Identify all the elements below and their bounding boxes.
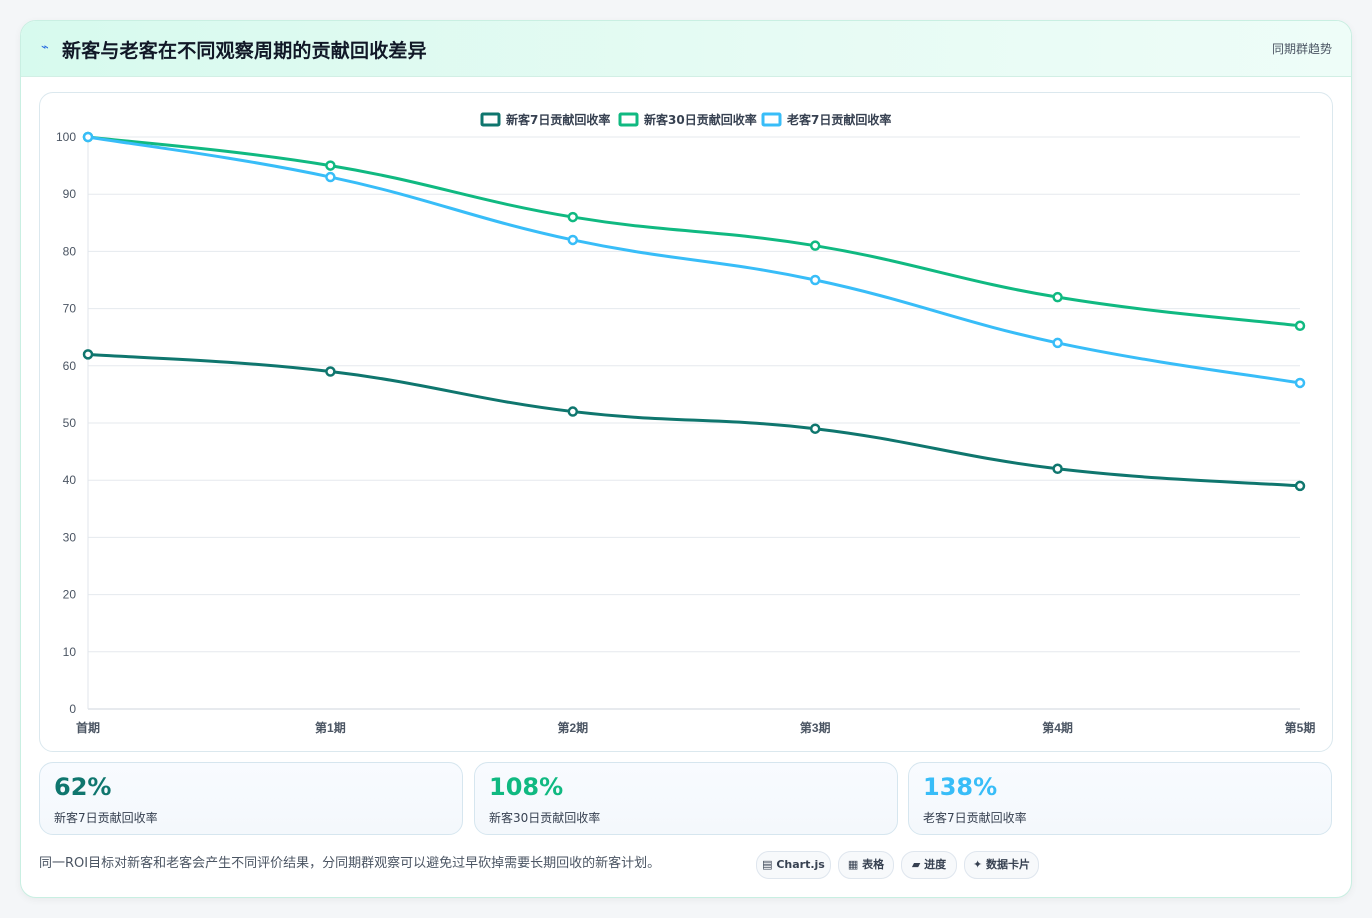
sparkle-icon: ⌁ [41, 40, 49, 55]
y-tick-label: 70 [63, 302, 77, 316]
legend-swatch [618, 112, 639, 127]
y-tick-label: 90 [63, 187, 77, 201]
x-tick-label: 首期 [76, 720, 100, 735]
data-point [1294, 480, 1306, 492]
card-title: 新客与老客在不同观察周期的贡献回收差异 [62, 40, 427, 62]
chip-progress[interactable]: ▰ 进度 [901, 851, 957, 879]
data-point [809, 274, 821, 286]
legend-label: 老客7日贡献回收率 [787, 112, 891, 127]
legend-label: 新客7日贡献回收率 [506, 112, 610, 127]
kpi-card-new7: 62% 新客7日贡献回收率 [39, 762, 463, 835]
y-tick-label: 40 [63, 473, 77, 487]
chip-data-card[interactable]: ✦ 数据卡片 [964, 851, 1039, 879]
y-tick-label: 80 [63, 244, 77, 258]
series-line-2 [87, 135, 1301, 385]
data-point [809, 423, 821, 434]
footer-note: 同一ROI目标对新客和老客会产生不同评价结果，分同期群观察可以避免过早砍掉需要长… [39, 856, 661, 871]
legend-label: 新客30日贡献回收率 [644, 112, 757, 127]
y-tick-label: 0 [69, 702, 76, 716]
chip-table[interactable]: ▦ 表格 [838, 851, 894, 879]
header-badge: 同期群趋势 [1271, 42, 1332, 56]
data-point [1294, 377, 1306, 389]
data-point [1052, 291, 1063, 303]
x-tick-label: 第1期 [315, 720, 346, 735]
kpi-value: 62% [54, 773, 112, 801]
data-point [567, 406, 579, 417]
data-point [82, 131, 94, 143]
x-tick-label: 第2期 [557, 720, 588, 735]
data-point [567, 211, 579, 223]
data-point [325, 171, 336, 183]
kpi-value: 138% [923, 773, 998, 801]
data-point [1052, 337, 1063, 349]
data-point [82, 349, 94, 360]
data-point [325, 366, 336, 377]
line-chart: 0 10 20 30 40 50 60 70 80 90 100 首期 第1期 第2期 第3期 第4期 第5期 新… [56, 112, 1316, 735]
kpi-label: 老客7日贡献回收率 [923, 811, 1027, 825]
y-tick-label: 50 [63, 416, 77, 430]
y-tick-label: 20 [63, 588, 77, 602]
chip-chartjs[interactable]: ▤ Chart.js [756, 851, 831, 879]
data-point [567, 234, 579, 246]
kpi-card-old7: 138% 老客7日贡献回收率 [908, 762, 1332, 835]
legend-swatch [761, 112, 782, 127]
kpi-card-new30: 108% 新客30日贡献回收率 [474, 762, 898, 835]
y-tick-label: 60 [63, 359, 77, 373]
chart-panel: 0 10 20 30 40 50 60 70 80 90 100 首期 第1期 第2期 第3期 第4期 第5期 新… [39, 92, 1333, 752]
kpi-label: 新客30日贡献回收率 [489, 811, 601, 825]
y-tick-label: 100 [56, 130, 76, 144]
series-line-1 [87, 135, 1301, 328]
data-point [1052, 463, 1063, 475]
y-tick-label: 10 [63, 645, 77, 659]
legend-swatch [480, 112, 501, 127]
y-tick-label: 30 [63, 530, 77, 544]
series-line-0 [87, 352, 1301, 488]
x-tick-label: 第3期 [800, 720, 831, 735]
report-card: ⌁ 新客与老客在不同观察周期的贡献回收差异 同期群趋势 0 10 20 30 40 50 6… [20, 20, 1352, 898]
kpi-label: 新客7日贡献回收率 [54, 811, 158, 825]
data-point [1294, 320, 1306, 332]
card-header: ⌁ 新客与老客在不同观察周期的贡献回收差异 同期群趋势 [21, 21, 1351, 77]
x-tick-label: 第4期 [1042, 720, 1073, 735]
data-point [809, 240, 821, 251]
kpi-value: 108% [489, 773, 564, 801]
data-point [325, 160, 336, 171]
x-tick-label: 第5期 [1285, 720, 1316, 735]
